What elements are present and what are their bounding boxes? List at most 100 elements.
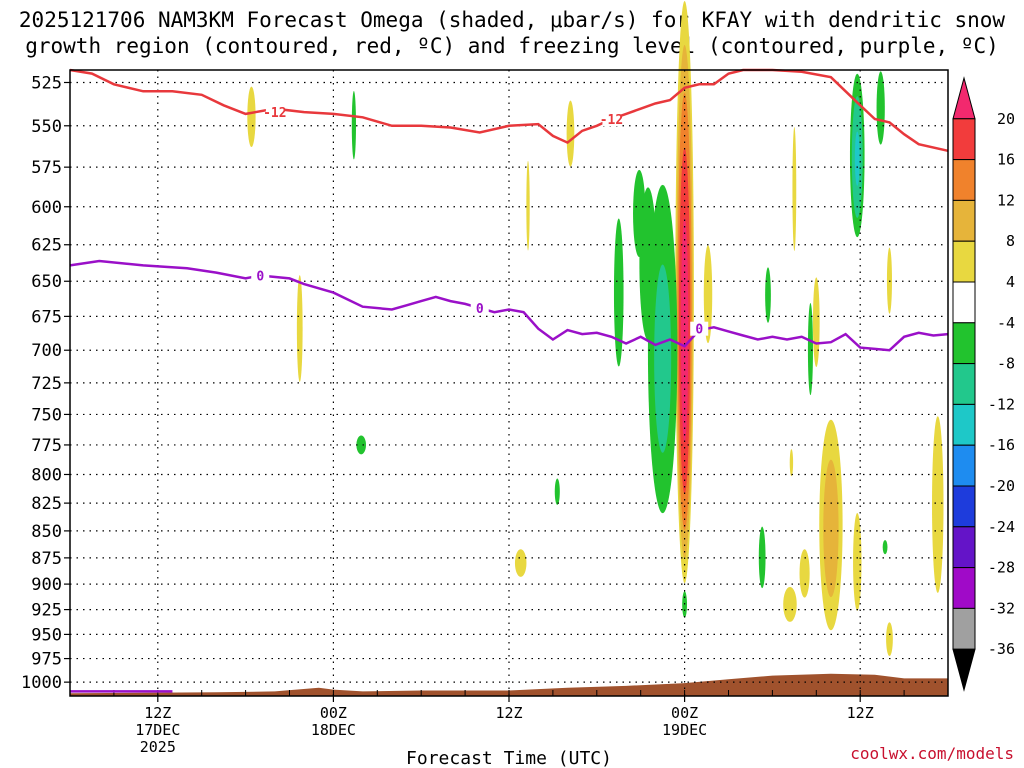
chart-title-line1: 2025121706 NAM3KM Forecast Omega (shaded…: [18, 8, 1006, 32]
dgz-label: -12: [263, 106, 286, 121]
omega-cell: [351, 90, 356, 160]
colorbar-cell: [952, 526, 976, 569]
dgz-label-bg: [602, 111, 621, 126]
freezing-level-line: [69, 259, 949, 352]
freezing-label-bg: [251, 268, 270, 283]
omega-cell: [526, 160, 530, 251]
dgz-contour-line: [69, 68, 949, 153]
freezing-label-bg: [690, 321, 709, 336]
y-tick-label: 775: [31, 436, 62, 456]
omega-cell: [807, 302, 813, 396]
colorbar-cell: [952, 567, 976, 609]
freezing-label: 0: [476, 302, 484, 317]
y-tick-label: 850: [31, 522, 62, 542]
y-tick-label: 600: [31, 198, 62, 218]
omega-cell: [613, 218, 624, 367]
y-tick-label: 575: [31, 158, 62, 178]
omega-cell: [703, 245, 713, 344]
y-axis: 525 550 575 600 625 650 675 700 725 750 775 800 825 8…: [21, 73, 70, 693]
colorbar-label: -12: [988, 395, 1015, 413]
freezing-label: 0: [695, 323, 703, 338]
colorbar-cell: [952, 199, 976, 242]
colorbar-cell: [952, 403, 976, 446]
colorbar-label: 12: [997, 191, 1015, 209]
y-tick-label: 650: [31, 272, 62, 292]
colorbar-label: -8: [997, 355, 1015, 373]
omega-cell: [554, 478, 560, 505]
dgz-label: -12: [600, 113, 623, 128]
colorbar-cell: [952, 118, 976, 161]
colorbar-cell: [952, 363, 976, 405]
x-tick-label: 19DEC: [662, 721, 707, 739]
colorbar-cell: [952, 607, 976, 650]
omega-cell: [792, 127, 797, 252]
y-tick-label: 800: [31, 465, 62, 485]
x-tick-label: 12Z: [144, 704, 171, 722]
omega-cell: [812, 277, 820, 367]
colorbar-cell: [952, 240, 976, 283]
y-tick-label: 875: [31, 549, 62, 569]
y-tick-label: 675: [31, 307, 62, 327]
colorbar-label: -4: [997, 314, 1015, 332]
omega-cell: [783, 586, 797, 622]
colorbar-label: 4: [1006, 273, 1015, 291]
omega-cell: [799, 549, 810, 598]
omega-cell: [823, 459, 839, 598]
colorbar-cell: [952, 444, 976, 487]
omega-cell: [886, 622, 893, 657]
y-tick-label: 550: [31, 117, 62, 137]
x-tick-label: 00Z: [671, 704, 698, 722]
omega-cell: [758, 526, 766, 589]
colorbar-cell: [952, 648, 976, 692]
omega-cell: [932, 416, 944, 593]
contour-lines: -12 -12 0 0 0: [69, 68, 949, 693]
freezing-label-bg: [470, 301, 489, 316]
x-tick-label: 12Z: [847, 704, 874, 722]
colorbar-cell: [952, 159, 976, 201]
colorbar-label: -36: [988, 640, 1015, 658]
chart-title-line2: growth region (contoured, red, ºC) and f…: [25, 34, 999, 58]
omega-cell: [514, 549, 527, 577]
y-tick-label: 950: [31, 625, 62, 645]
y-tick-label: 625: [31, 236, 62, 256]
credit-watermark[interactable]: coolwx.com/models: [850, 744, 1014, 763]
y-tick-label: 525: [31, 73, 62, 93]
colorbar-cell: [952, 322, 976, 365]
omega-cell: [296, 275, 303, 382]
omega-cell: [633, 169, 646, 258]
x-tick-label: 00Z: [320, 704, 347, 722]
omega-cell: [566, 100, 575, 167]
colorbar-cell: [952, 485, 976, 528]
omega-cell: [356, 435, 366, 455]
omega-cell: [853, 513, 862, 611]
x-tick-label: 12Z: [495, 704, 522, 722]
x-axis-label: Forecast Time (UTC): [406, 748, 612, 768]
colorbar-cell: [952, 281, 976, 324]
colorbar-label: -32: [988, 599, 1015, 617]
colorbar-label: 8: [1006, 232, 1015, 250]
colorbar-label: 16: [997, 151, 1015, 169]
y-tick-label: 1000: [21, 673, 62, 693]
y-tick-label: 750: [31, 405, 62, 425]
colorbar-label: 20: [997, 110, 1015, 128]
omega-cell: [654, 264, 672, 453]
omega-shading: [247, 0, 944, 657]
y-tick-label: 700: [31, 341, 62, 361]
y-tick-label: 925: [31, 601, 62, 621]
y-tick-label: 725: [31, 374, 62, 394]
x-tick-label: 2025: [140, 738, 176, 756]
x-tick-label: 17DEC: [135, 721, 180, 739]
omega-cell: [854, 131, 860, 186]
color-bar: 20 16 12 8 4 -4 -8 -12 -16 -20 -24 -28 -32 -36: [952, 76, 1015, 692]
colorbar-label: -28: [988, 559, 1015, 577]
y-tick-label: 900: [31, 575, 62, 595]
omega-cell: [789, 449, 794, 477]
colorbar-label: -20: [988, 477, 1015, 495]
y-tick-label: 975: [31, 650, 62, 670]
omega-cell: [247, 86, 256, 147]
x-tick-label: 18DEC: [311, 721, 356, 739]
omega-cell: [765, 267, 771, 323]
omega-cell: [882, 540, 888, 555]
